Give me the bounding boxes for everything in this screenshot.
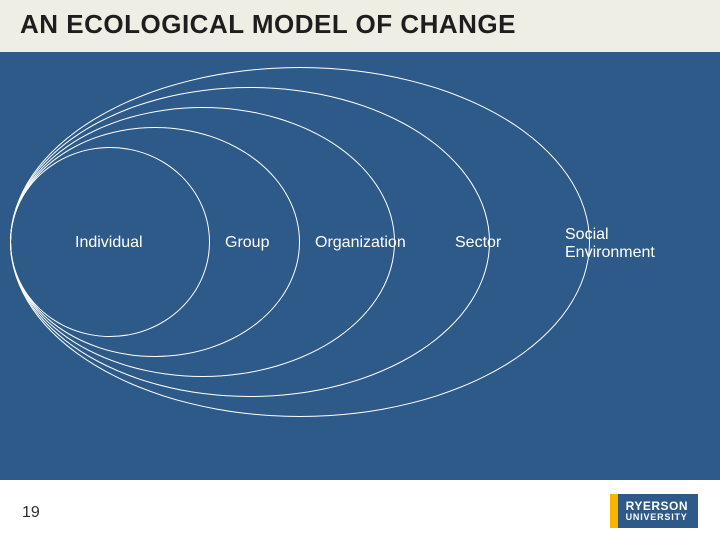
logo-text: RYERSON UNIVERSITY [618, 494, 698, 528]
slide-header: AN ECOLOGICAL MODEL OF CHANGE [0, 0, 720, 52]
slide: AN ECOLOGICAL MODEL OF CHANGE Individual… [0, 0, 720, 540]
slide-body: Individual Group Organization Sector Social … [0, 52, 720, 480]
logo-line1: RYERSON [626, 500, 688, 513]
page-number: 19 [22, 504, 40, 522]
diagram-label-5: Social Environment [565, 226, 655, 262]
ecological-model-diagram: Individual Group Organization Sector Social … [0, 52, 720, 480]
slide-footer: 19 RYERSON UNIVERSITY [0, 480, 720, 540]
logo-accent-bar [610, 494, 618, 528]
logo-line2: UNIVERSITY [626, 513, 688, 522]
slide-title: AN ECOLOGICAL MODEL OF CHANGE [20, 10, 700, 40]
diagram-label-2: Group [225, 234, 269, 252]
ryerson-logo: RYERSON UNIVERSITY [610, 494, 698, 528]
diagram-label-4: Sector [455, 234, 501, 252]
diagram-label-3: Organization [315, 234, 406, 252]
diagram-label-1: Individual [75, 234, 143, 252]
